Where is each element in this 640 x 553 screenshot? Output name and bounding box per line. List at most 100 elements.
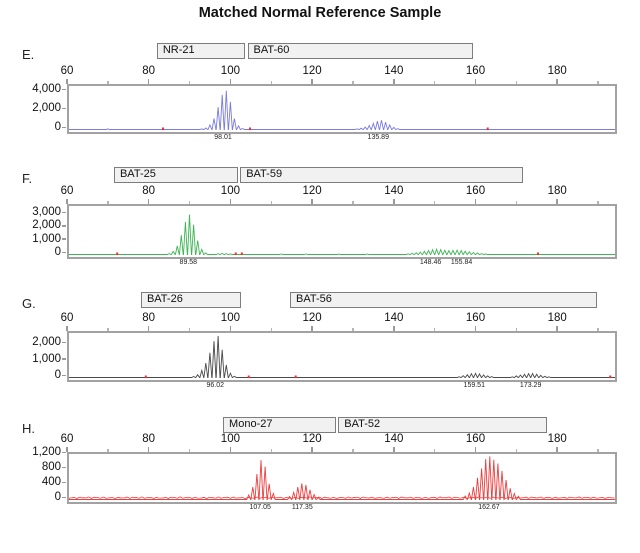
x-axis-tick <box>556 326 558 331</box>
peak-trace <box>69 335 615 378</box>
y-axis-label: 1,000 <box>32 232 61 245</box>
x-axis-tick <box>311 326 313 331</box>
x-axis-tick <box>433 327 436 331</box>
x-axis-tick <box>597 80 599 84</box>
x-axis-tick <box>107 448 109 452</box>
x-axis-label: 180 <box>547 185 567 197</box>
y-axis-tick <box>62 451 66 454</box>
x-axis-label: 120 <box>302 65 322 77</box>
x-axis-tick <box>311 79 313 84</box>
x-axis-tick <box>270 200 272 204</box>
y-axis-tick <box>62 374 66 377</box>
x-axis-tick <box>556 447 558 452</box>
x-axis-tick <box>393 79 395 84</box>
x-axis-tick <box>352 327 354 331</box>
peak-size-label: 155.84 <box>450 259 473 266</box>
y-axis-label: 800 <box>41 461 61 473</box>
artifact-dot <box>609 375 612 379</box>
x-axis-tick <box>66 199 68 204</box>
marker-box-bat-56: BAT-56 <box>290 292 597 308</box>
y-axis-tick <box>62 341 66 344</box>
peak-size-label: 98.01 <box>214 134 232 141</box>
x-axis-tick <box>107 327 109 331</box>
x-axis-tick <box>66 447 68 452</box>
artifact-dot <box>162 127 164 131</box>
y-axis-tick <box>62 88 66 91</box>
peak-size-label: 173.29 <box>519 382 542 389</box>
x-axis-label: 80 <box>142 65 156 77</box>
peak-size-label: 89.58 <box>179 259 198 266</box>
x-axis-tick <box>393 447 395 452</box>
y-axis-label: 2,000 <box>32 102 61 114</box>
peak-trace <box>69 90 615 130</box>
x-axis-label: 120 <box>302 433 322 445</box>
x-axis-tick <box>556 79 558 84</box>
y-axis-tick <box>62 225 66 227</box>
x-axis-tick <box>393 326 395 331</box>
x-axis-tick <box>188 80 191 84</box>
x-axis-tick <box>515 200 518 204</box>
peak-trace <box>69 214 615 255</box>
x-axis-tick <box>229 326 232 331</box>
x-axis-label: 80 <box>142 312 156 324</box>
x-axis-tick <box>474 447 477 452</box>
x-axis-tick <box>433 80 436 84</box>
artifact-dot <box>144 375 147 379</box>
x-axis-tick <box>352 80 354 84</box>
peak-trace <box>69 456 615 500</box>
x-axis-tick <box>515 448 518 452</box>
x-axis-tick <box>107 200 109 204</box>
x-axis-tick <box>147 447 150 452</box>
marker-box-bat-60: BAT-60 <box>247 43 474 59</box>
x-axis-tick <box>393 199 395 204</box>
x-axis-label: 180 <box>547 433 567 445</box>
peak-size-label: 96.02 <box>206 382 225 389</box>
x-axis-label: 160 <box>465 433 486 445</box>
panel-label: E. <box>22 47 35 62</box>
x-axis-tick <box>229 447 232 452</box>
y-axis-tick <box>62 466 66 469</box>
artifact-dot <box>249 127 251 131</box>
x-axis-tick <box>66 79 68 84</box>
x-axis-label: 140 <box>384 65 404 77</box>
x-axis-tick <box>556 199 558 204</box>
artifact-dot <box>240 252 243 256</box>
x-axis-tick <box>352 448 354 452</box>
plot-area <box>67 204 617 259</box>
y-axis-label: 3,000 <box>32 206 61 219</box>
peak-size-label: 135.89 <box>367 134 389 141</box>
artifact-dot <box>116 252 119 256</box>
trace-svg <box>69 335 615 379</box>
y-axis-tick <box>62 358 66 360</box>
marker-box-bat-26: BAT-26 <box>140 292 242 308</box>
x-axis-tick <box>433 200 436 204</box>
x-axis-label: 160 <box>465 312 486 324</box>
y-axis-label: 1,000 <box>32 352 61 365</box>
marker-box-mono-27: Mono-27 <box>223 417 336 433</box>
x-axis-tick <box>597 327 599 331</box>
x-axis-label: 100 <box>220 312 240 324</box>
x-axis-tick <box>311 447 313 452</box>
x-axis-tick <box>270 80 272 84</box>
x-axis-label: 160 <box>465 65 486 77</box>
x-axis-label: 180 <box>547 312 567 324</box>
panel-label: F. <box>22 171 33 186</box>
artifact-dot <box>247 375 250 379</box>
trace-svg <box>69 456 615 500</box>
x-axis-tick <box>188 327 191 331</box>
x-axis-tick <box>229 79 232 84</box>
x-axis-label: 60 <box>60 433 74 445</box>
artifact-dot <box>234 252 237 256</box>
x-axis-tick <box>270 327 272 331</box>
x-axis-tick <box>147 326 150 331</box>
artifact-dot <box>537 252 539 256</box>
panel-label: G. <box>22 296 36 311</box>
y-axis-tick <box>62 481 66 484</box>
baseline-noise-trace <box>69 496 615 500</box>
figure-title: Matched Normal Reference Sample <box>198 5 442 21</box>
x-axis-tick <box>352 200 354 204</box>
x-axis-tick <box>188 200 191 204</box>
plot-area <box>67 84 617 134</box>
x-axis-tick <box>433 448 436 452</box>
